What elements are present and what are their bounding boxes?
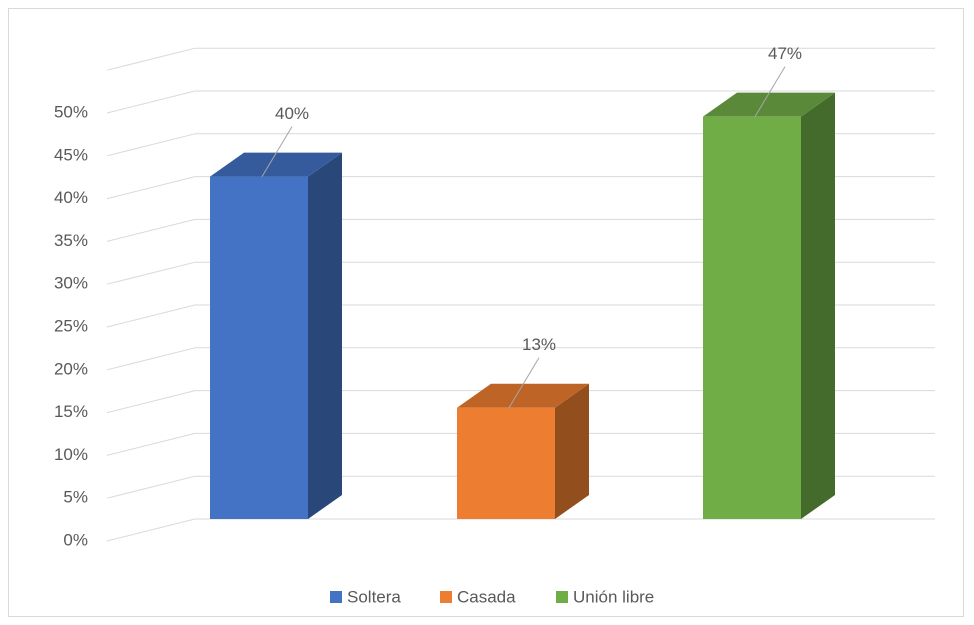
grid-line <box>106 133 196 157</box>
grid-line <box>106 390 196 414</box>
y-tick-label: 15% <box>54 402 88 421</box>
leader-line <box>261 126 293 177</box>
legend-swatch <box>330 591 342 603</box>
y-tick-label: 25% <box>54 316 88 335</box>
legend-label: Soltera <box>347 587 401 606</box>
leader-line <box>508 357 540 408</box>
bar-top <box>457 383 589 408</box>
grid-line <box>106 518 196 542</box>
grid-line <box>106 347 196 371</box>
data-label: 47% <box>768 44 802 63</box>
bar <box>210 176 308 519</box>
legend-label: Unión libre <box>573 587 654 606</box>
legend-swatch <box>556 591 568 603</box>
grid-line <box>106 261 196 285</box>
legend-swatch <box>440 591 452 603</box>
y-tick-label: 20% <box>54 359 88 378</box>
grid-line <box>106 47 196 71</box>
y-tick-label: 35% <box>54 231 88 250</box>
bar-side <box>308 152 342 519</box>
leader-line <box>754 66 786 117</box>
y-tick-label: 50% <box>54 102 88 121</box>
grid-line <box>106 475 196 499</box>
y-tick-label: 30% <box>54 274 88 293</box>
data-label: 40% <box>275 104 309 123</box>
bar-side <box>801 92 835 520</box>
bar-top <box>210 152 342 177</box>
bar <box>457 407 555 519</box>
data-label: 13% <box>522 335 556 354</box>
bar-side <box>555 383 589 519</box>
y-tick-label: 45% <box>54 145 88 164</box>
grid-line <box>106 304 196 328</box>
grid-line <box>106 90 196 114</box>
bar <box>703 116 801 520</box>
y-tick-label: 10% <box>54 445 88 464</box>
legend-label: Casada <box>457 587 516 606</box>
grid-line <box>106 218 196 242</box>
bar-top <box>703 92 835 117</box>
grid-line <box>106 176 196 200</box>
y-tick-label: 0% <box>63 530 88 549</box>
y-tick-label: 40% <box>54 188 88 207</box>
grid-line <box>106 432 196 456</box>
y-tick-label: 5% <box>63 488 88 507</box>
